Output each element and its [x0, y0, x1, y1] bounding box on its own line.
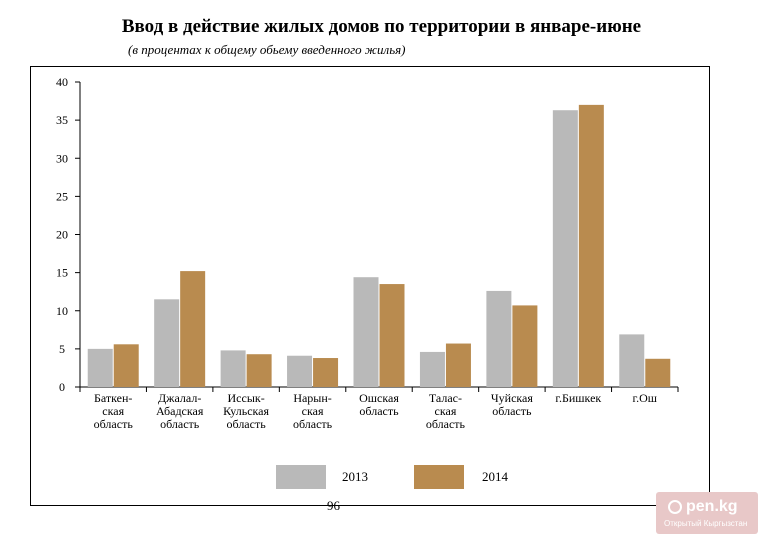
- legend-swatch-2013: [276, 465, 326, 489]
- x-category-label: Ошская: [359, 391, 399, 405]
- x-category-label: область: [492, 404, 532, 418]
- bar-2014-5: [445, 343, 471, 387]
- legend-swatch-2014: [414, 465, 464, 489]
- y-tick-label: 15: [56, 266, 68, 280]
- x-category-label: г.Бишкек: [555, 391, 601, 405]
- bar-2014-1: [180, 271, 206, 387]
- bar-2014-2: [246, 354, 272, 387]
- x-category-label: область: [227, 417, 267, 431]
- x-category-label: Джалал-: [158, 391, 201, 405]
- chart-frame: [30, 66, 710, 506]
- y-tick-label: 5: [59, 342, 65, 356]
- chart-labels: 0510152025303540Баткен-скаяобластьДжалал…: [56, 75, 658, 431]
- x-category-label: ская: [102, 404, 124, 418]
- x-category-label: область: [94, 417, 134, 431]
- x-category-label: Абадская: [156, 404, 204, 418]
- bar-2013-2: [220, 350, 246, 387]
- y-tick-label: 35: [56, 113, 68, 127]
- bar-2013-6: [486, 290, 512, 387]
- y-tick-label: 25: [56, 189, 68, 203]
- bar-2013-7: [552, 110, 578, 388]
- legend-label-2013: 2013: [342, 469, 368, 484]
- bar-2013-5: [419, 351, 445, 387]
- x-category-label: область: [426, 417, 466, 431]
- x-category-label: Талас-: [429, 391, 462, 405]
- watermark-logo-text: pen.kg: [686, 498, 738, 515]
- bar-2013-3: [287, 355, 313, 387]
- x-category-label: ская: [435, 404, 457, 418]
- page-number: 96: [327, 498, 340, 513]
- chart-axes: [75, 81, 679, 392]
- chart-subtitle: (в процентах к общему обьему введенного …: [128, 42, 406, 57]
- bar-2014-7: [578, 104, 604, 387]
- bar-2013-0: [87, 348, 113, 387]
- bar-2014-0: [113, 344, 139, 387]
- bar-2013-8: [619, 334, 645, 387]
- bar-2013-4: [353, 277, 379, 387]
- bar-2013-1: [154, 299, 180, 387]
- chart-title: Ввод в действие жилых домов по территори…: [121, 16, 642, 37]
- x-category-label: ская: [302, 404, 324, 418]
- x-category-label: Чуйская: [491, 391, 534, 405]
- x-category-label: Баткен-: [94, 391, 132, 405]
- watermark-circle-icon: [668, 500, 682, 514]
- y-tick-label: 40: [56, 75, 68, 89]
- bar-2014-8: [645, 358, 671, 387]
- y-tick-label: 20: [56, 228, 68, 242]
- bar-2014-4: [379, 284, 405, 387]
- x-category-label: Иссык-: [228, 391, 265, 405]
- legend-label-2014: 2014: [482, 469, 508, 484]
- y-tick-label: 10: [56, 304, 68, 318]
- watermark-logo: pen.kg Открытый Кыргызстан: [656, 492, 758, 534]
- y-tick-label: 30: [56, 151, 68, 165]
- x-category-label: область: [293, 417, 333, 431]
- x-category-label: область: [160, 417, 200, 431]
- chart-bars: [87, 104, 671, 388]
- bar-2014-3: [313, 358, 339, 387]
- x-category-label: Кульская: [223, 404, 269, 418]
- x-category-label: Нарын-: [293, 391, 331, 405]
- watermark-caption: Открытый Кыргызстан: [664, 519, 748, 528]
- x-category-label: г.Ош: [633, 391, 658, 405]
- bar-2014-6: [512, 305, 538, 387]
- x-category-label: область: [359, 404, 399, 418]
- y-tick-label: 0: [59, 380, 65, 394]
